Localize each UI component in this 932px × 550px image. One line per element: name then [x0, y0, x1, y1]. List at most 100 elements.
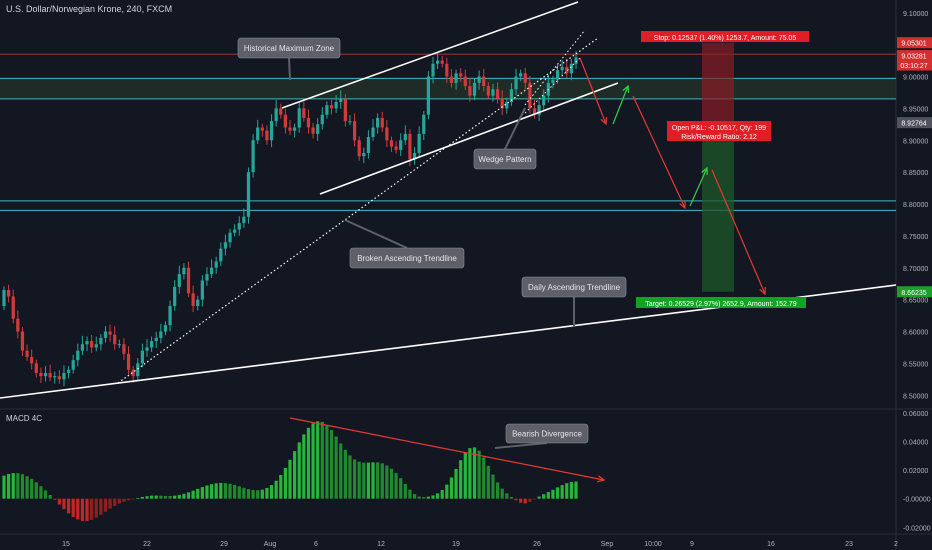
candle-body: [482, 76, 486, 87]
stop-label-box: [641, 31, 809, 42]
time-tick-label: 2: [894, 541, 898, 548]
macd-bar: [11, 473, 15, 499]
macd-bar: [126, 498, 131, 501]
macd-bar: [283, 467, 288, 499]
macd-bar: [57, 498, 61, 505]
candle-body: [126, 353, 131, 370]
macd-bar: [532, 498, 537, 500]
candle-body: [329, 105, 334, 109]
macd-bar: [320, 421, 324, 499]
macd-bar: [348, 455, 352, 499]
candle-body: [435, 60, 440, 64]
macd-tick-label: -0.00000: [903, 497, 931, 504]
macd-bar: [394, 473, 398, 499]
candle-body: [85, 341, 89, 345]
macd-bar: [149, 495, 154, 499]
callout-broken-trendline-box: [349, 247, 465, 269]
pnl-label-text: Open P&L: -0.10517, Qty: 199: [672, 125, 766, 132]
candle-body: [173, 286, 177, 306]
macd-bar: [85, 498, 89, 521]
macd-bar: [209, 484, 214, 499]
projection-arrow-down-3: [711, 169, 766, 295]
candle-body: [11, 296, 15, 319]
candle-body: [154, 337, 158, 342]
macd-bar: [422, 497, 426, 499]
candle-body: [532, 108, 537, 115]
candle-body: [399, 140, 403, 150]
time-tick-label: 23: [845, 541, 853, 548]
macd-bar: [99, 498, 103, 515]
macd-bar: [385, 465, 389, 499]
candle-body: [274, 108, 278, 122]
macd-bar: [551, 489, 555, 499]
candle-body: [2, 290, 6, 306]
candle-body: [283, 114, 288, 128]
candle-body: [223, 242, 228, 249]
candle-body: [491, 89, 495, 96]
candle-body: [376, 117, 380, 128]
macd-bar: [389, 468, 394, 499]
macd-bar: [90, 498, 94, 520]
macd-bar: [269, 485, 274, 499]
macd-bar: [186, 492, 191, 499]
price-tick-label: 8.60000: [903, 330, 928, 337]
callout-broken-trendline-text: Broken Ascending Trendline: [357, 254, 457, 263]
macd-bar: [292, 451, 297, 499]
macd-bar: [376, 462, 380, 499]
candle-body: [196, 299, 200, 306]
wedge-lower-dotted: [524, 57, 581, 114]
macd-bar: [463, 452, 467, 499]
macd-bar: [371, 462, 375, 499]
macd-bar: [136, 497, 140, 499]
macd-bar: [196, 488, 200, 499]
callout-bearish-divergence: Bearish Divergence: [494, 423, 589, 449]
candle-body: [20, 331, 25, 351]
time-tick-label: 10:00: [644, 541, 662, 548]
candle-body: [320, 114, 324, 125]
price-tick-label: 9.10000: [903, 11, 928, 18]
price-badge: [897, 117, 932, 129]
macd-bar: [251, 489, 255, 499]
macd-bar: [233, 484, 237, 499]
macd-bar: [279, 474, 283, 499]
macd-bar: [569, 481, 574, 499]
candle-body: [472, 82, 477, 96]
macd-bar: [16, 473, 20, 499]
candle-body: [108, 331, 112, 335]
macd-bar: [154, 495, 158, 499]
macd-bar: [140, 496, 145, 499]
candle-body: [366, 137, 371, 153]
candle-body: [486, 86, 490, 96]
macd-bar: [246, 489, 251, 499]
candle-body: [209, 267, 214, 275]
macd-bar: [325, 424, 329, 499]
candle-body: [403, 133, 407, 141]
candle-body: [417, 133, 421, 153]
candle-body: [385, 127, 389, 141]
macd-bar: [357, 461, 361, 499]
macd-bar: [191, 490, 195, 499]
candle-body: [440, 60, 444, 64]
macd-bar: [500, 488, 504, 499]
macd-bar: [25, 476, 29, 499]
price-tick-label: 8.80000: [903, 202, 928, 209]
candle-body: [537, 105, 541, 115]
macd-bar: [122, 498, 126, 502]
callout-daily-trendline: Daily Ascending Trendline: [521, 276, 627, 327]
candle-body: [560, 66, 564, 71]
candle-body: [242, 216, 246, 224]
macd-bar: [505, 493, 509, 499]
macd-bar: [131, 498, 135, 500]
macd-bar: [66, 498, 71, 514]
candle-body: [191, 293, 195, 306]
macd-bar: [30, 478, 34, 499]
price-tick-label: 8.95000: [903, 106, 928, 113]
wedge-upper-dotted: [524, 29, 586, 106]
time-tick-label: 16: [767, 541, 775, 548]
macd-bar: [339, 443, 343, 499]
projection-arrow-up-1: [612, 85, 629, 125]
price-tick-label: 8.85000: [903, 170, 928, 177]
macd-bar: [62, 498, 66, 510]
candle-body: [219, 248, 223, 262]
